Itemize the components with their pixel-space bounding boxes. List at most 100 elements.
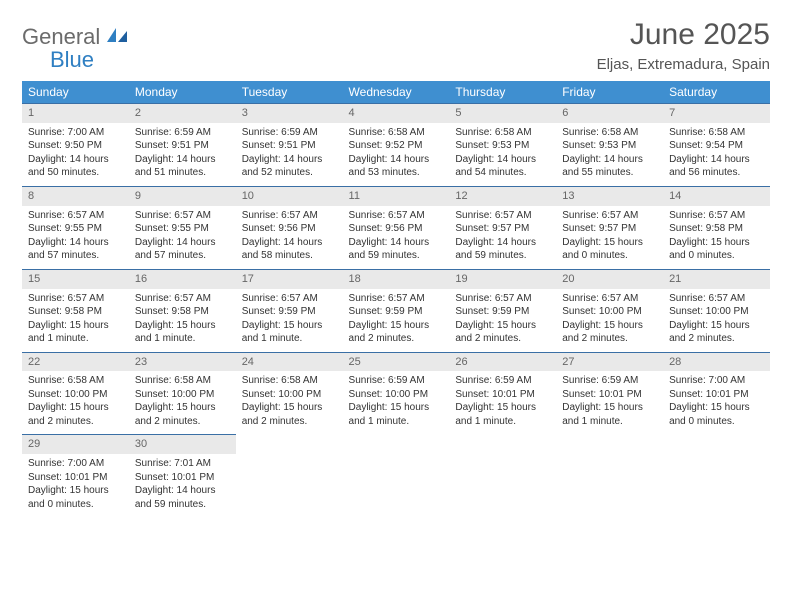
day-number: 19 xyxy=(449,269,556,289)
day-body: Sunrise: 6:57 AMSunset: 9:59 PMDaylight:… xyxy=(449,289,556,352)
calendar-day-cell xyxy=(236,434,343,517)
calendar-day-cell xyxy=(449,434,556,517)
sunset-text: Sunset: 10:00 PM xyxy=(562,305,657,319)
sunrise-text: Sunrise: 6:57 AM xyxy=(669,209,764,223)
daylight-text: Daylight: 15 hours and 1 minute. xyxy=(135,319,230,346)
sunrise-text: Sunrise: 6:57 AM xyxy=(455,209,550,223)
logo-word2: Blue xyxy=(22,47,94,72)
day-body: Sunrise: 6:57 AMSunset: 9:59 PMDaylight:… xyxy=(343,289,450,352)
day-number: 26 xyxy=(449,352,556,372)
day-body: Sunrise: 7:01 AMSunset: 10:01 PMDaylight… xyxy=(129,454,236,517)
sunset-text: Sunset: 9:59 PM xyxy=(455,305,550,319)
day-body: Sunrise: 7:00 AMSunset: 10:01 PMDaylight… xyxy=(22,454,129,517)
sunset-text: Sunset: 9:56 PM xyxy=(242,222,337,236)
day-body: Sunrise: 6:57 AMSunset: 10:00 PMDaylight… xyxy=(556,289,663,352)
sunset-text: Sunset: 10:01 PM xyxy=(562,388,657,402)
day-number: 15 xyxy=(22,269,129,289)
day-body: Sunrise: 6:58 AMSunset: 10:00 PMDaylight… xyxy=(129,371,236,434)
day-number: 18 xyxy=(343,269,450,289)
calendar-week-row: 22Sunrise: 6:58 AMSunset: 10:00 PMDaylig… xyxy=(22,352,770,435)
day-body: Sunrise: 6:59 AMSunset: 10:00 PMDaylight… xyxy=(343,371,450,434)
day-number: 11 xyxy=(343,186,450,206)
calendar-day-cell: 24Sunrise: 6:58 AMSunset: 10:00 PMDaylig… xyxy=(236,352,343,435)
daylight-text: Daylight: 15 hours and 0 minutes. xyxy=(562,236,657,263)
day-body: Sunrise: 6:57 AMSunset: 9:56 PMDaylight:… xyxy=(236,206,343,269)
sunset-text: Sunset: 9:59 PM xyxy=(242,305,337,319)
calendar-day-cell: 3 Sunrise: 6:59 AMSunset: 9:51 PMDaylight… xyxy=(236,103,343,186)
day-number: 28 xyxy=(663,352,770,372)
day-number: 2 xyxy=(129,103,236,123)
calendar-day-cell: 28Sunrise: 7:00 AMSunset: 10:01 PMDaylig… xyxy=(663,352,770,435)
sunset-text: Sunset: 9:58 PM xyxy=(135,305,230,319)
day-number: 6 xyxy=(556,103,663,123)
daylight-text: Daylight: 14 hours and 52 minutes. xyxy=(242,153,337,180)
day-body: Sunrise: 6:58 AMSunset: 9:52 PMDaylight:… xyxy=(343,123,450,186)
calendar-day-cell: 29Sunrise: 7:00 AMSunset: 10:01 PMDaylig… xyxy=(22,434,129,517)
daylight-text: Daylight: 15 hours and 2 minutes. xyxy=(28,401,123,428)
day-body: Sunrise: 6:59 AMSunset: 9:51 PMDaylight:… xyxy=(129,123,236,186)
sunset-text: Sunset: 10:01 PM xyxy=(28,471,123,485)
daylight-text: Daylight: 14 hours and 53 minutes. xyxy=(349,153,444,180)
calendar-day-cell: 27Sunrise: 6:59 AMSunset: 10:01 PMDaylig… xyxy=(556,352,663,435)
sunset-text: Sunset: 9:50 PM xyxy=(28,139,123,153)
sunrise-text: Sunrise: 6:58 AM xyxy=(28,374,123,388)
calendar-day-cell: 17Sunrise: 6:57 AMSunset: 9:59 PMDayligh… xyxy=(236,269,343,352)
sunset-text: Sunset: 9:55 PM xyxy=(28,222,123,236)
day-number: 7 xyxy=(663,103,770,123)
sunrise-text: Sunrise: 6:59 AM xyxy=(349,374,444,388)
daylight-text: Daylight: 15 hours and 1 minute. xyxy=(349,401,444,428)
daylight-text: Daylight: 15 hours and 2 minutes. xyxy=(242,401,337,428)
day-number: 16 xyxy=(129,269,236,289)
day-number: 5 xyxy=(449,103,556,123)
weekday-header: Wednesday xyxy=(343,81,450,103)
day-number: 3 xyxy=(236,103,343,123)
daylight-text: Daylight: 15 hours and 2 minutes. xyxy=(562,319,657,346)
weekday-header: Tuesday xyxy=(236,81,343,103)
day-body: Sunrise: 6:59 AMSunset: 10:01 PMDaylight… xyxy=(449,371,556,434)
weekday-header: Saturday xyxy=(663,81,770,103)
sunset-text: Sunset: 9:51 PM xyxy=(242,139,337,153)
day-number: 10 xyxy=(236,186,343,206)
daylight-text: Daylight: 15 hours and 1 minute. xyxy=(242,319,337,346)
sunrise-text: Sunrise: 6:59 AM xyxy=(242,126,337,140)
sunrise-text: Sunrise: 6:59 AM xyxy=(562,374,657,388)
calendar-day-cell xyxy=(343,434,450,517)
day-body: Sunrise: 6:57 AMSunset: 9:57 PMDaylight:… xyxy=(449,206,556,269)
calendar-day-cell xyxy=(556,434,663,517)
sunset-text: Sunset: 9:53 PM xyxy=(562,139,657,153)
sunrise-text: Sunrise: 6:59 AM xyxy=(455,374,550,388)
sunrise-text: Sunrise: 6:58 AM xyxy=(135,374,230,388)
calendar-day-cell: 14Sunrise: 6:57 AMSunset: 9:58 PMDayligh… xyxy=(663,186,770,269)
calendar-day-cell: 7Sunrise: 6:58 AMSunset: 9:54 PMDaylight… xyxy=(663,103,770,186)
sunrise-text: Sunrise: 6:58 AM xyxy=(562,126,657,140)
calendar-day-cell: 15Sunrise: 6:57 AMSunset: 9:58 PMDayligh… xyxy=(22,269,129,352)
weekday-header: Monday xyxy=(129,81,236,103)
sunrise-text: Sunrise: 6:58 AM xyxy=(455,126,550,140)
sunset-text: Sunset: 9:59 PM xyxy=(349,305,444,319)
day-number: 17 xyxy=(236,269,343,289)
day-number: 20 xyxy=(556,269,663,289)
day-number: 25 xyxy=(343,352,450,372)
logo-text-block: General Blue xyxy=(22,26,129,72)
day-body: Sunrise: 6:57 AMSunset: 9:59 PMDaylight:… xyxy=(236,289,343,352)
sunrise-text: Sunrise: 6:57 AM xyxy=(349,209,444,223)
daylight-text: Daylight: 15 hours and 0 minutes. xyxy=(28,484,123,511)
sunset-text: Sunset: 9:53 PM xyxy=(455,139,550,153)
sunrise-text: Sunrise: 6:59 AM xyxy=(135,126,230,140)
daylight-text: Daylight: 15 hours and 0 minutes. xyxy=(669,236,764,263)
daylight-text: Daylight: 14 hours and 55 minutes. xyxy=(562,153,657,180)
page: General Blue June 2025 Eljas, Extremadur… xyxy=(0,0,792,517)
day-number: 27 xyxy=(556,352,663,372)
day-body: Sunrise: 6:57 AMSunset: 9:55 PMDaylight:… xyxy=(129,206,236,269)
sunrise-text: Sunrise: 6:57 AM xyxy=(135,292,230,306)
day-body: Sunrise: 6:59 AMSunset: 10:01 PMDaylight… xyxy=(556,371,663,434)
sunrise-text: Sunrise: 6:57 AM xyxy=(28,209,123,223)
calendar-week-row: 15Sunrise: 6:57 AMSunset: 9:58 PMDayligh… xyxy=(22,269,770,352)
daylight-text: Daylight: 15 hours and 2 minutes. xyxy=(135,401,230,428)
calendar-day-cell: 6 Sunrise: 6:58 AMSunset: 9:53 PMDaylight… xyxy=(556,103,663,186)
daylight-text: Daylight: 15 hours and 1 minute. xyxy=(455,401,550,428)
daylight-text: Daylight: 15 hours and 2 minutes. xyxy=(455,319,550,346)
day-number: 14 xyxy=(663,186,770,206)
day-body: Sunrise: 6:57 AMSunset: 9:56 PMDaylight:… xyxy=(343,206,450,269)
page-subtitle: Eljas, Extremadura, Spain xyxy=(597,56,770,73)
